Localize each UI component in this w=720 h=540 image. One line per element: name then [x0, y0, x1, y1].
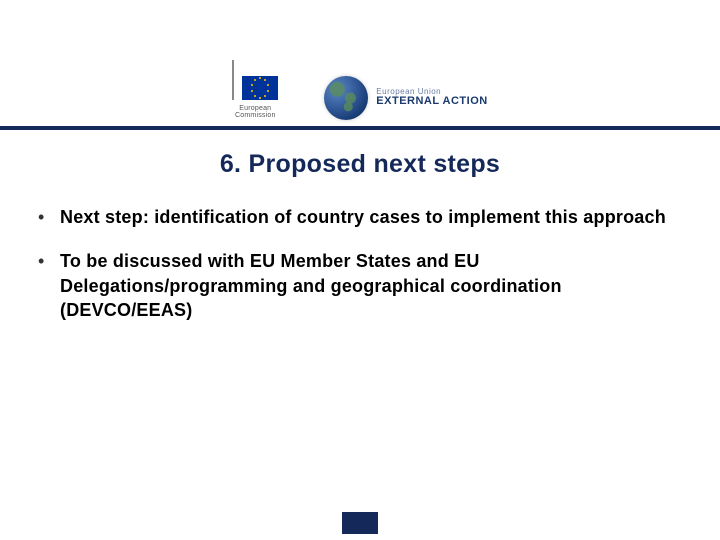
eeas-line2: EXTERNAL ACTION — [376, 96, 487, 108]
ec-label-line1: European — [235, 105, 276, 113]
slide-header: European Commission European Union EXTER… — [0, 0, 720, 130]
footer-accent-block — [342, 512, 378, 534]
eu-flag-icon — [242, 76, 278, 100]
bullet-icon: • — [38, 249, 60, 273]
ec-flag-group — [232, 60, 278, 100]
list-item: • To be discussed with EU Member States … — [38, 249, 682, 322]
flagpole-icon — [232, 60, 234, 100]
bullet-text: To be discussed with EU Member States an… — [60, 249, 682, 322]
bullet-text: Next step: identification of country cas… — [60, 205, 666, 229]
logo-row: European Commission European Union EXTER… — [0, 60, 720, 120]
slide-body: • Next step: identification of country c… — [0, 179, 720, 322]
ec-logo-label: European Commission — [235, 105, 276, 120]
globe-icon — [324, 76, 368, 120]
list-item: • Next step: identification of country c… — [38, 205, 682, 229]
slide: European Commission European Union EXTER… — [0, 0, 720, 540]
european-commission-logo: European Commission — [232, 60, 278, 120]
bullet-icon: • — [38, 205, 60, 229]
eeas-logo: European Union EXTERNAL ACTION — [324, 76, 487, 120]
ec-label-line2: Commission — [235, 112, 276, 120]
slide-title: 6. Proposed next steps — [0, 150, 720, 179]
eeas-logo-label: European Union EXTERNAL ACTION — [376, 88, 487, 108]
